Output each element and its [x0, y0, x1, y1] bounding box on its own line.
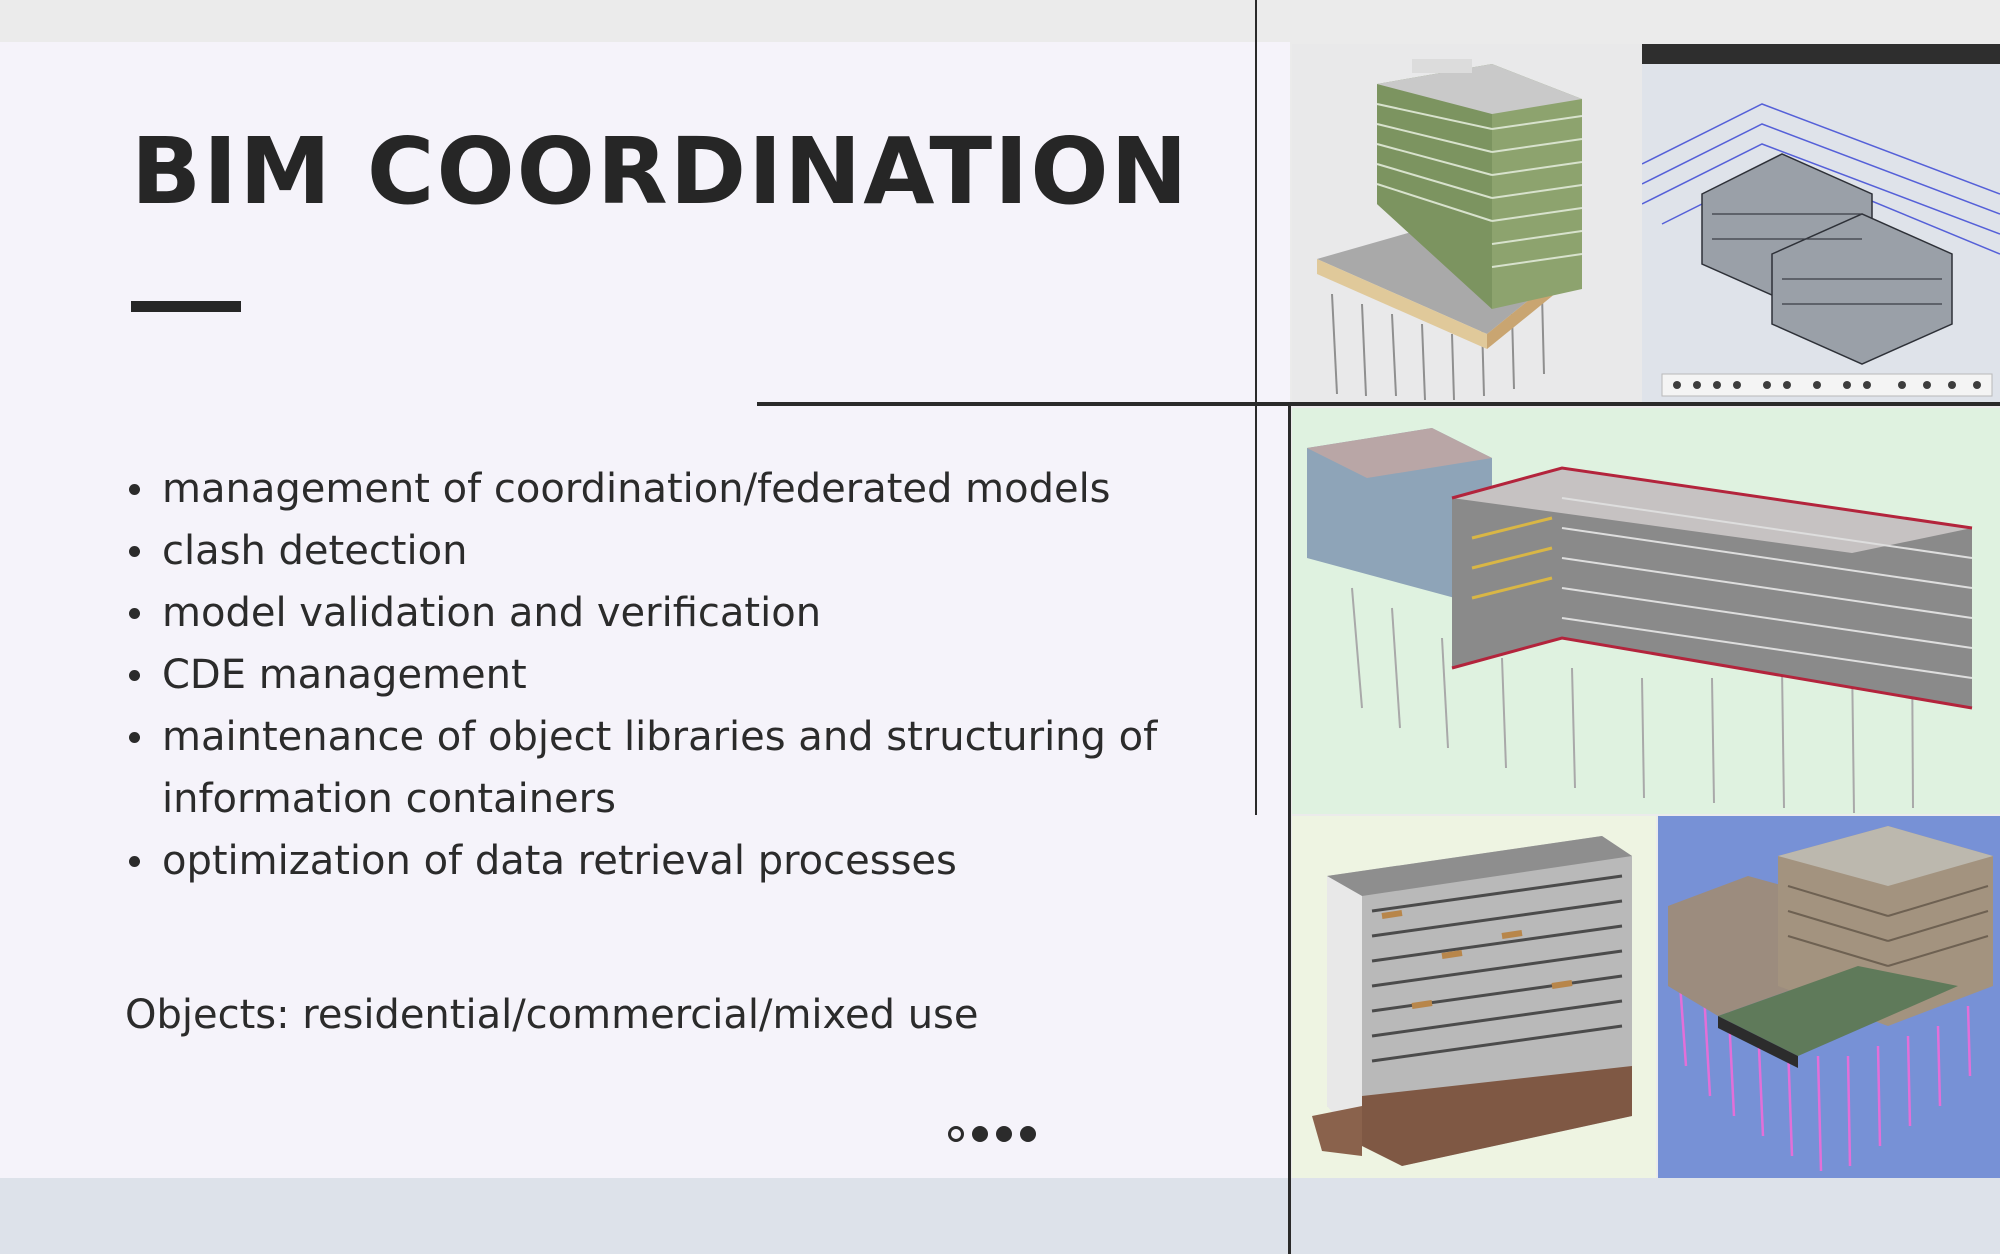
bullet-item: clash detection — [125, 520, 1175, 582]
pager-dot-active[interactable] — [948, 1126, 964, 1142]
pager-dot[interactable] — [996, 1126, 1012, 1142]
bullet-dot-icon — [129, 484, 140, 495]
bullet-dot-icon — [129, 546, 140, 557]
content-panel — [0, 42, 1290, 1178]
bullet-dot-icon — [129, 732, 140, 743]
bullet-item: management of coordination/federated mod… — [125, 458, 1175, 520]
mixed-use-complex-model — [1292, 408, 2000, 814]
residential-highrise-model — [1292, 816, 1656, 1178]
divider-horizontal — [757, 402, 2000, 406]
objects-line: Objects: residential/commercial/mixed us… — [125, 992, 979, 1038]
bullet-item: CDE management — [125, 644, 1175, 706]
bullet-dot-icon — [129, 670, 140, 681]
pager-dot[interactable] — [1020, 1126, 1036, 1142]
bullet-list: management of coordination/federated mod… — [125, 458, 1175, 892]
divider-vertical-top — [1255, 0, 1257, 815]
bullet-item: maintenance of object libraries and stru… — [125, 706, 1175, 830]
divider-vertical-bottom — [1288, 405, 1291, 1254]
slide-title: BIM COORDINATION — [131, 118, 1190, 225]
bullet-item: optimization of data retrieval processes — [125, 830, 1175, 892]
bottom-strip — [0, 1178, 2000, 1254]
green-facade-tower-model — [1292, 44, 1642, 402]
bullet-item: model validation and verification — [125, 582, 1175, 644]
slide-pager — [948, 1126, 1036, 1142]
pager-dot[interactable] — [972, 1126, 988, 1142]
courtyard-building-model — [1658, 816, 2000, 1178]
title-underline — [131, 301, 241, 312]
federated-viewer-wireframe — [1642, 44, 2000, 402]
bullet-dot-icon — [129, 608, 140, 619]
bullet-dot-icon — [129, 856, 140, 867]
